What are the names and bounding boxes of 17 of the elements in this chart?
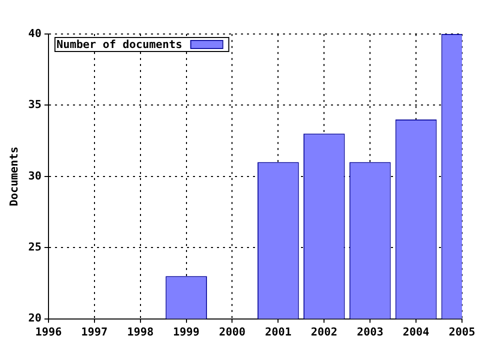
x-tick-label: 2000 <box>218 325 246 338</box>
legend-label: Number of documents <box>56 38 182 51</box>
x-tick-label: 1996 <box>35 325 62 338</box>
y-tick-label: 20 <box>28 312 42 325</box>
y-tick-label: 30 <box>28 169 42 182</box>
y-axis-title: Documents <box>7 146 20 206</box>
x-tick-label: 2002 <box>310 325 338 338</box>
x-tick-label: 1999 <box>173 325 200 338</box>
x-tick-label: 2004 <box>402 325 430 338</box>
x-tick-label: 1997 <box>81 325 108 338</box>
x-tick-label: 2005 <box>448 325 476 338</box>
x-tick-label: 2001 <box>264 325 292 338</box>
y-tick-label: 25 <box>28 240 42 254</box>
x-tick-label: 2003 <box>356 325 384 338</box>
y-tick-label: 35 <box>28 98 42 112</box>
x-tick-label: 1998 <box>127 325 154 338</box>
y-tick-label: 40 <box>28 26 42 40</box>
